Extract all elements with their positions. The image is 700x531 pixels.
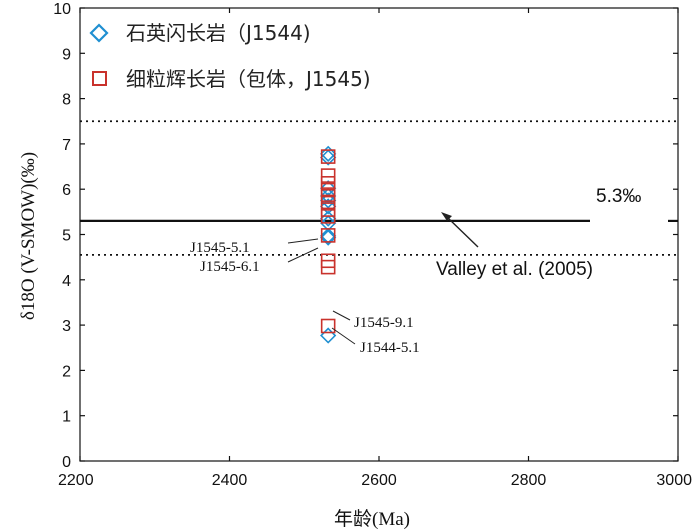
- leader-j1545-5-1: [287, 238, 319, 244]
- y-tick-label: 3: [62, 318, 71, 335]
- point-j1544: [320, 192, 337, 209]
- legend-label-j1544: 石英闪长岩（J1544): [126, 21, 311, 45]
- point-j1544: [320, 227, 337, 244]
- x-tick-label: 2600: [361, 472, 397, 489]
- x-tick-label: 3000: [656, 472, 692, 489]
- point-j1544: [320, 149, 337, 166]
- y-tick-label: 2: [62, 363, 71, 380]
- x-tick-label: 2200: [58, 472, 94, 489]
- point-j1544: [320, 327, 337, 344]
- point-j1544: [320, 198, 337, 215]
- point-j1545: [320, 318, 336, 334]
- y-tick-label: 7: [62, 137, 71, 154]
- y-tick-label: 4: [62, 273, 71, 290]
- valley-arrow-head-icon: [441, 212, 452, 221]
- point-j1545: [320, 209, 336, 224]
- legend-diamond-icon: [89, 23, 109, 43]
- x-axis-title: 年龄(Ma): [334, 508, 410, 530]
- point-j1545: [320, 149, 336, 164]
- x-tick-label: 2800: [511, 472, 547, 489]
- legend-label-j1545: 细粒辉长岩（包体，J1545): [126, 67, 371, 91]
- point-j1544: [320, 229, 337, 246]
- y-tick-label: 0: [62, 454, 71, 471]
- y-tick-label: 5: [62, 228, 71, 245]
- leader-j1545-9-1: [332, 310, 351, 321]
- leader-j1545-6-1: [287, 247, 319, 263]
- y-tick-label: 1: [62, 409, 71, 426]
- anno-j1545-6-1: J1545-6.1: [200, 259, 260, 275]
- y-axis-title: δ18O (V-SMOW)(‰): [18, 152, 39, 320]
- anno-j1545-9-1: J1545-9.1: [354, 315, 414, 331]
- leader-j1544-5-1: [331, 327, 356, 345]
- anno-j1544-5-1: J1544-5.1: [360, 340, 420, 356]
- anno-valley-2005: Valley et al. (2005): [436, 259, 593, 280]
- y-tick-label: 9: [62, 46, 71, 63]
- valley-arrow-shaft: [447, 217, 479, 248]
- plot-frame: [79, 7, 679, 462]
- point-j1544: [320, 145, 337, 162]
- y-tick-label: 8: [62, 92, 71, 109]
- y-tick-label: 10: [53, 1, 71, 18]
- point-j1545: [320, 194, 336, 210]
- point-j1545: [320, 168, 336, 183]
- anno-j1545-5-1: J1545-5.1: [190, 240, 250, 256]
- ref-label-5-3: 5.3‰: [596, 186, 641, 207]
- legend: 石英闪长岩（J1544) 细粒辉长岩（包体，J1545): [89, 21, 371, 91]
- legend-square-icon: [92, 71, 107, 86]
- y-tick-label: 6: [62, 182, 71, 199]
- point-j1545: [320, 228, 336, 243]
- annotations: J1545-5.1 J1545-6.1 J1545-9.1 J1544-5.1 …: [190, 212, 593, 356]
- x-tick-label: 2400: [212, 472, 248, 489]
- point-j1545: [320, 259, 336, 275]
